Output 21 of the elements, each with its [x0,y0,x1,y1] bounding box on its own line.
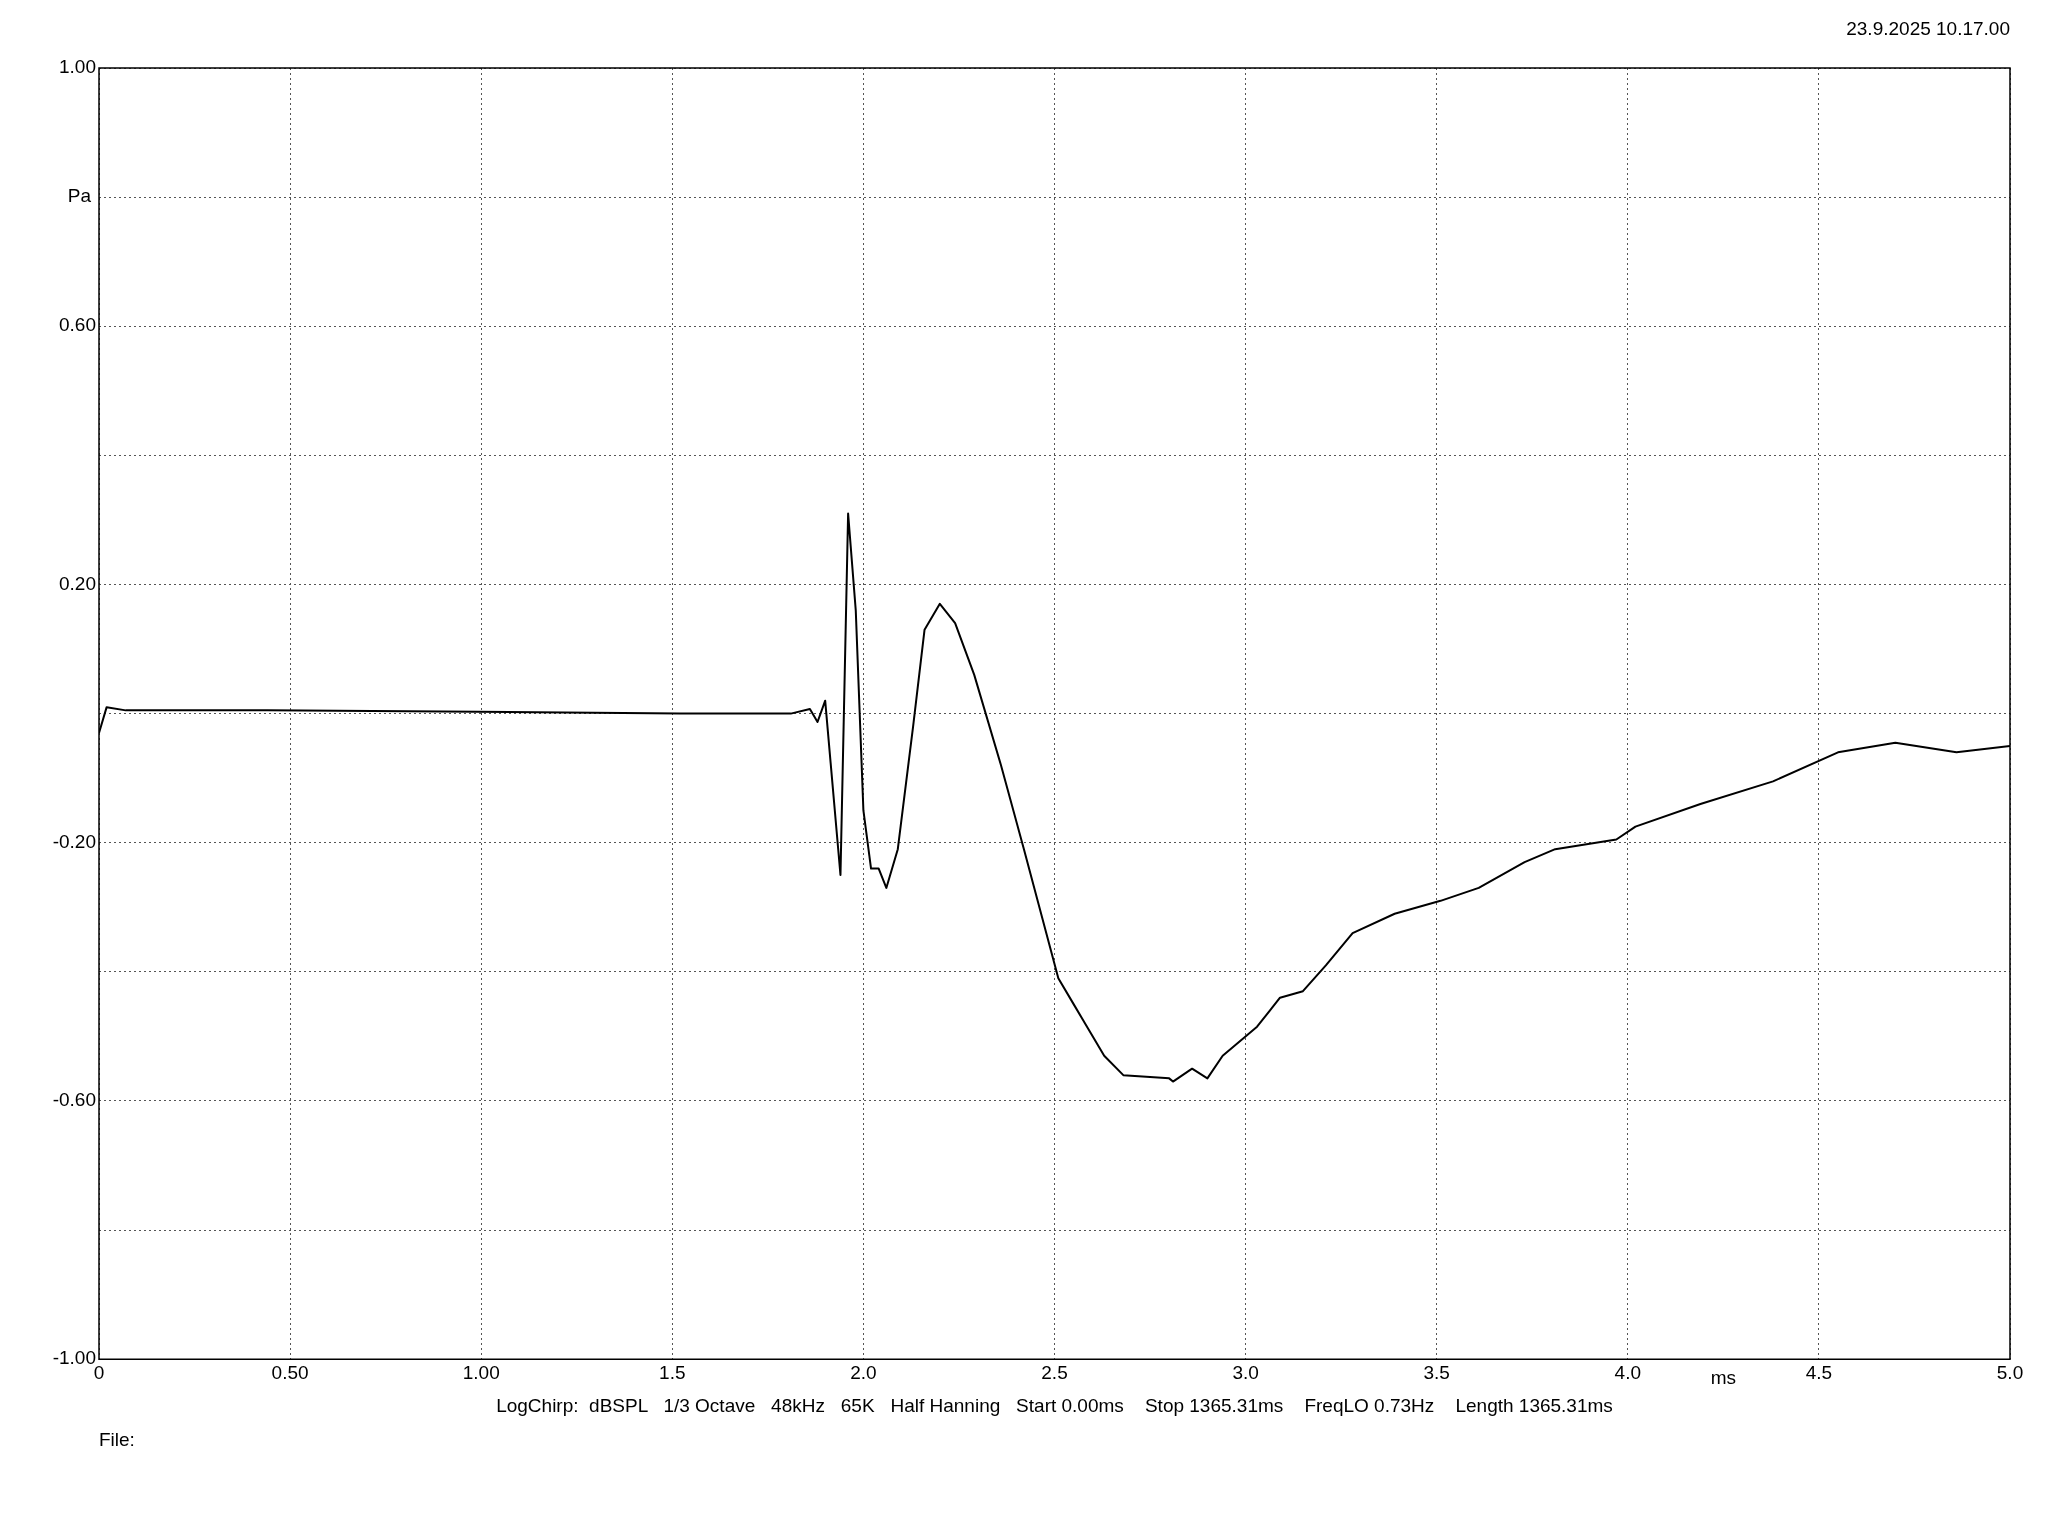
y-tick-label: -0.20 [52,830,96,852]
text: File: [99,1429,135,1451]
x-tick-label: 1.00 [462,1361,500,1383]
x-tick-label: 0.50 [271,1361,309,1383]
text: 23.9.2025 10.17.00 [1846,18,2010,40]
y-tick-label: 0.60 [59,314,96,336]
x-tick-label: 3.5 [1423,1361,1450,1383]
x-tick-label: 5.0 [1996,1361,2024,1383]
x-tick-label: 2.5 [1041,1361,1068,1383]
y-tick-label: 0.20 [59,572,96,594]
text: LogChirp: dBSPL 1/3 Octave 48kHz 65K Half Hanning Start 0.00ms Stop 1365.31ms FreqLO 0.73Hz Length 1365.31ms [496,1395,1613,1417]
x-tick-label: 4.0 [1614,1361,1642,1383]
y-tick-label: -1.00 [52,1347,96,1369]
x-tick-label: 1.5 [659,1361,686,1383]
x-tick-label: 3.0 [1232,1361,1259,1383]
x-tick-label: 2.0 [850,1361,877,1383]
y-tick-label: -0.60 [52,1089,96,1111]
y-tick-label: 1.00 [59,56,96,78]
y-axis-title: Pa [67,185,92,207]
x-tick-label: 4.5 [1805,1361,1833,1383]
x-axis-title: ms [1710,1366,1737,1388]
